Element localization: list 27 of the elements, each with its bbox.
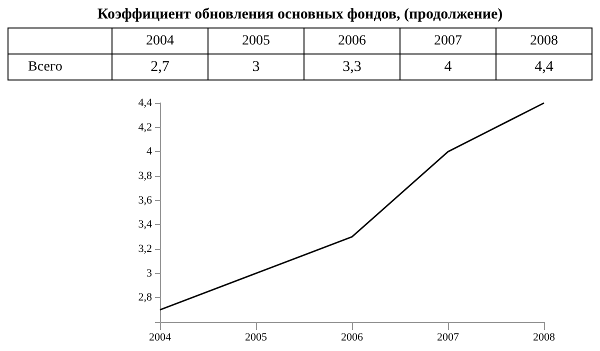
- text: Всего: [28, 60, 62, 74]
- y-tick-label: 4,2: [138, 121, 152, 134]
- category-label: 2007: [434, 34, 462, 48]
- data-label: 3,3: [342, 59, 362, 75]
- y-tick-label: 3: [146, 267, 152, 280]
- y-tick-label: 2,8: [138, 292, 152, 304]
- x-tick-label: 2006: [341, 332, 364, 344]
- x-tick-label: 2008: [533, 332, 556, 344]
- y-tick-label: 3,8: [138, 170, 152, 182]
- line-series: [159, 102, 545, 311]
- category-label: 2005: [242, 34, 270, 48]
- y-tick-label: 3,6: [138, 194, 152, 206]
- y-tick-label: 3,4: [138, 218, 152, 231]
- category-label: 2004: [146, 34, 174, 48]
- x-tick-label: 2004: [149, 332, 172, 344]
- category-label: 2008: [530, 34, 558, 48]
- data-label: 2,7: [150, 59, 170, 75]
- y-tick-label: 4: [146, 146, 152, 158]
- x-tick-label: 2007: [437, 332, 460, 344]
- data-label: 4,4: [534, 59, 554, 75]
- category-label: 2006: [338, 34, 366, 48]
- y-tick-label: 4,4: [138, 97, 152, 109]
- x-tick-label: 2005: [245, 332, 268, 344]
- data-label: 4: [444, 59, 452, 75]
- y-tick-label: 3,2: [138, 243, 152, 255]
- chart-title: Коэффициент обновления основных фондов, (продолжение): [97, 6, 503, 22]
- data-label: 3: [252, 59, 260, 75]
